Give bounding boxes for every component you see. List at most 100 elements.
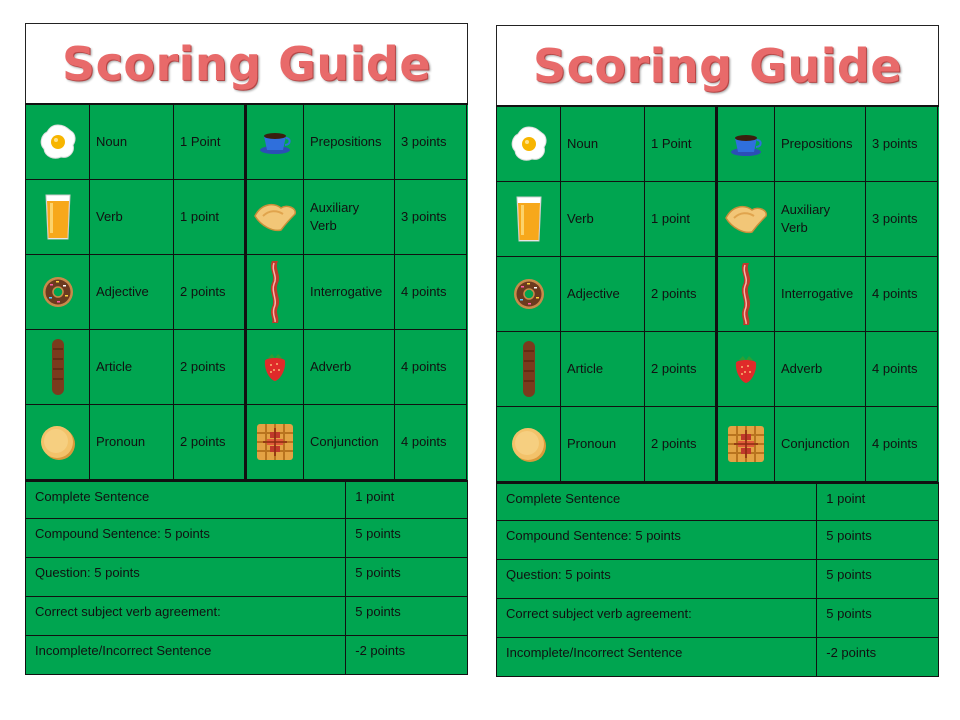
sentence-points-table: Complete Sentence 1 point Compound Sentenc…	[25, 480, 468, 675]
sentence-row: Question: 5 points 5 points	[497, 560, 939, 599]
word-type-points: 1 point	[645, 182, 718, 257]
word-type-points: 4 points	[866, 407, 938, 482]
page-title: Scoring Guide	[532, 38, 903, 93]
coffee-cup-icon	[718, 107, 775, 182]
word-type-label: Interrogative	[304, 255, 395, 330]
sentence-label: Question: 5 points	[497, 560, 818, 599]
sentence-row: Correct subject verb agreement: 5 points	[26, 597, 468, 636]
word-type-points: 2 points	[645, 407, 718, 482]
sentence-row: Question: 5 points 5 points	[26, 558, 468, 597]
word-type-label: Adverb	[304, 330, 395, 405]
word-type-label: Adjective	[561, 257, 645, 332]
egg-icon	[26, 105, 90, 180]
donut-icon	[497, 257, 561, 332]
sentence-points: 5 points	[817, 521, 939, 560]
orange-juice-icon	[26, 180, 90, 255]
sentence-points: 1 point	[817, 482, 939, 521]
word-type-label: Noun	[90, 105, 174, 180]
word-type-label: Prepositions	[304, 105, 395, 180]
word-type-label: Pronoun	[561, 407, 645, 482]
word-type-label: Noun	[561, 107, 645, 182]
word-type-points: 4 points	[866, 332, 938, 407]
word-type-label: Adjective	[90, 255, 174, 330]
orange-juice-icon	[497, 182, 561, 257]
sentence-label: Compound Sentence: 5 points	[497, 521, 818, 560]
sausage-icon	[497, 332, 561, 407]
word-type-points: 4 points	[866, 257, 938, 332]
sentence-points: -2 points	[817, 638, 939, 677]
word-type-points: 3 points	[395, 180, 467, 255]
sentence-label: Complete Sentence	[497, 482, 818, 521]
bacon-icon	[718, 257, 775, 332]
waffle-icon	[247, 405, 304, 480]
word-type-points: 4 points	[395, 330, 467, 405]
title-box: Scoring Guide	[25, 23, 468, 103]
word-type-label: Conjunction	[304, 405, 395, 480]
pancakes-icon	[497, 407, 561, 482]
sentence-points: 5 points	[346, 558, 468, 597]
word-type-label: Verb	[561, 182, 645, 257]
word-type-points: 4 points	[395, 405, 467, 480]
word-type-points: 1 Point	[645, 107, 718, 182]
word-type-points: 2 points	[645, 332, 718, 407]
coffee-cup-icon	[247, 105, 304, 180]
word-type-label: Prepositions	[775, 107, 866, 182]
sentence-label: Incomplete/Incorrect Sentence	[26, 636, 347, 675]
word-type-points: 2 points	[174, 405, 247, 480]
sentence-points: 5 points	[817, 560, 939, 599]
word-type-points: 2 points	[645, 257, 718, 332]
donut-icon	[26, 255, 90, 330]
word-type-points: 1 Point	[174, 105, 247, 180]
sentence-label: Incomplete/Incorrect Sentence	[497, 638, 818, 677]
sentence-row: Compound Sentence: 5 points 5 points	[26, 519, 468, 558]
egg-icon	[497, 107, 561, 182]
word-type-label: Interrogative	[775, 257, 866, 332]
sentence-row: Correct subject verb agreement: 5 points	[497, 599, 939, 638]
pancakes-icon	[26, 405, 90, 480]
toast-icon	[247, 180, 304, 255]
word-points-table: Noun 1 Point Prepositions 3 points Verb 1 poi…	[496, 105, 939, 482]
word-type-label: Pronoun	[90, 405, 174, 480]
sentence-label: Correct subject verb agreement:	[497, 599, 818, 638]
word-points-table: Noun 1 Point Prepositions 3 points Verb 1 poi…	[25, 103, 468, 480]
sentence-row: Complete Sentence 1 point	[497, 482, 939, 521]
sentence-row: Compound Sentence: 5 points 5 points	[497, 521, 939, 560]
word-type-points: 1 point	[174, 180, 247, 255]
sentence-label: Question: 5 points	[26, 558, 347, 597]
bacon-icon	[247, 255, 304, 330]
word-type-label: Verb	[90, 180, 174, 255]
sausage-icon	[26, 330, 90, 405]
sentence-points: -2 points	[346, 636, 468, 675]
word-type-points: 3 points	[866, 182, 938, 257]
sentence-points: 5 points	[346, 519, 468, 558]
sentence-points: 5 points	[817, 599, 939, 638]
strawberry-icon	[247, 330, 304, 405]
page-title: Scoring Guide	[61, 36, 432, 91]
strawberry-icon	[718, 332, 775, 407]
toast-icon	[718, 182, 775, 257]
word-type-points: 2 points	[174, 255, 247, 330]
sentence-row: Incomplete/Incorrect Sentence -2 points	[497, 638, 939, 677]
word-type-points: 2 points	[174, 330, 247, 405]
title-box: Scoring Guide	[496, 25, 939, 105]
word-type-label: Adverb	[775, 332, 866, 407]
word-type-label: Article	[90, 330, 174, 405]
scoring-guide-card-left: Scoring Guide Noun 1 Point Prepositions 3 po…	[25, 23, 468, 675]
sentence-points-table: Complete Sentence 1 point Compound Sentenc…	[496, 482, 939, 677]
word-type-points: 3 points	[866, 107, 938, 182]
sentence-points: 1 point	[346, 480, 468, 519]
sentence-row: Complete Sentence 1 point	[26, 480, 468, 519]
sentence-label: Compound Sentence: 5 points	[26, 519, 347, 558]
word-type-label: Auxiliary Verb	[304, 180, 395, 255]
word-type-points: 4 points	[395, 255, 467, 330]
sentence-points: 5 points	[346, 597, 468, 636]
sentence-row: Incomplete/Incorrect Sentence -2 points	[26, 636, 468, 675]
waffle-icon	[718, 407, 775, 482]
sentence-label: Complete Sentence	[26, 480, 347, 519]
word-type-label: Article	[561, 332, 645, 407]
word-type-label: Auxiliary Verb	[775, 182, 866, 257]
word-type-label: Conjunction	[775, 407, 866, 482]
sentence-label: Correct subject verb agreement:	[26, 597, 347, 636]
word-type-points: 3 points	[395, 105, 467, 180]
scoring-guide-card-right: Scoring Guide Noun 1 Point Prepositions 3 po…	[496, 25, 939, 677]
